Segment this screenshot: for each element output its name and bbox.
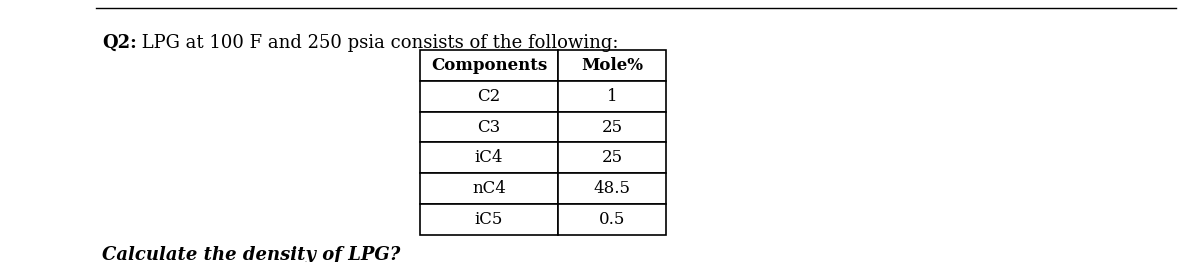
Bar	[420, 81, 558, 112]
Bar	[420, 173, 558, 204]
Bar	[558, 173, 666, 204]
Bar	[420, 50, 558, 81]
Text: LPG at 100 F and 250 psia consists of the following:: LPG at 100 F and 250 psia consists of th…	[136, 34, 618, 52]
Text: C3: C3	[478, 118, 500, 135]
Text: C2: C2	[478, 88, 500, 105]
Bar	[420, 143, 558, 173]
Bar	[558, 204, 666, 235]
Text: Calculate the density of LPG?: Calculate the density of LPG?	[102, 246, 401, 262]
Bar	[558, 81, 666, 112]
Text: Mole%: Mole%	[581, 57, 643, 74]
Text: Q2:: Q2:	[102, 34, 137, 52]
Text: nC4: nC4	[472, 180, 506, 197]
Text: 25: 25	[601, 149, 623, 166]
Text: 0.5: 0.5	[599, 211, 625, 228]
Text: iC4: iC4	[475, 149, 503, 166]
Bar	[420, 204, 558, 235]
Bar	[420, 112, 558, 143]
Text: iC5: iC5	[475, 211, 503, 228]
Bar	[558, 112, 666, 143]
Text: 1: 1	[607, 88, 617, 105]
Bar	[558, 50, 666, 81]
Text: 25: 25	[601, 118, 623, 135]
Text: 48.5: 48.5	[594, 180, 630, 197]
Text: Components: Components	[431, 57, 547, 74]
Bar	[558, 143, 666, 173]
